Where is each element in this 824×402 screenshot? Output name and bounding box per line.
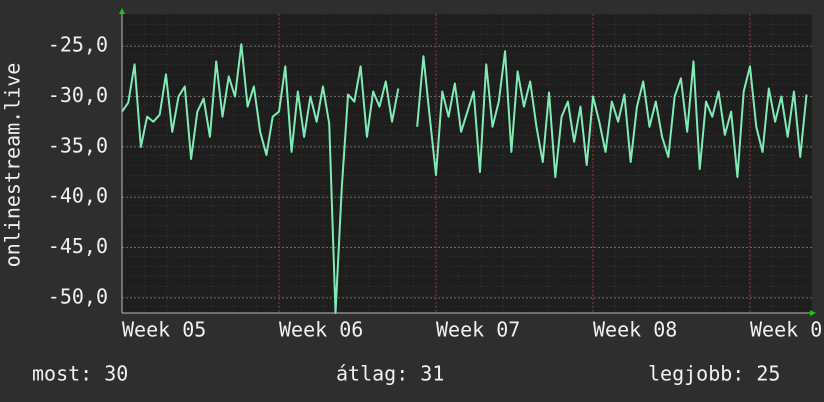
x-tick-label: Week 0	[750, 318, 822, 342]
x-tick-label: Week 05	[122, 318, 206, 342]
y-tick-label: -50,0	[48, 284, 108, 308]
minor-grid	[122, 14, 812, 313]
data-line	[121, 43, 808, 314]
y-arrow	[119, 8, 125, 14]
x-tick-label: Week 06	[279, 318, 363, 342]
footer-average: átlag: 31	[336, 362, 444, 386]
footer-now: most: 30	[32, 362, 128, 386]
y-tick-label: -45,0	[48, 234, 108, 258]
footer-best: legjobb: 25	[648, 362, 780, 386]
plot-layer	[121, 14, 812, 314]
y-tick-label: -25,0	[48, 33, 108, 57]
y-axis-label: onlinestream.live	[1, 63, 25, 268]
y-tick-label: -40,0	[48, 184, 108, 208]
x-tick-label: Week 07	[436, 318, 520, 342]
y-tick-label: -35,0	[48, 133, 108, 157]
y-tick-label: -30,0	[48, 83, 108, 107]
x-tick-label: Week 08	[593, 318, 677, 342]
x-arrow	[810, 310, 816, 316]
